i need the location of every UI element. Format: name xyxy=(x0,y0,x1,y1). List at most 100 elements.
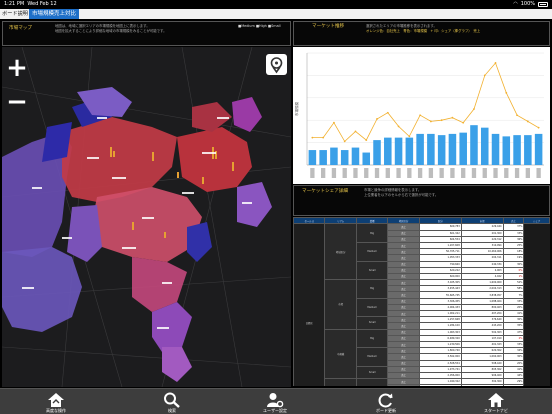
group-cell: 地域区分 xyxy=(324,223,357,281)
size-cell: Small xyxy=(355,260,389,281)
chart-line-point xyxy=(311,136,314,139)
table-row[interactable]: 売上 55,665,745 3,838,057 7% xyxy=(294,291,550,299)
tab-user-settings[interactable]: ユーザー設定 xyxy=(230,389,320,414)
chart-tick-label xyxy=(461,168,466,178)
location-pin-icon xyxy=(270,57,283,74)
bottom-tab-bar: 高度な操作 検索 ユーザー設定 ボード更新 xyxy=(0,388,552,414)
tab-start-navi[interactable]: スタートナビ xyxy=(451,389,541,414)
location-search-button[interactable] xyxy=(266,54,287,75)
table-header-row: セールス リアム 業種 地区区分 区分 市場 売上 シェア xyxy=(293,217,550,225)
tab-board-refresh[interactable]: ボード更新 xyxy=(341,389,431,414)
region-central-red xyxy=(62,117,177,202)
chart-line-point xyxy=(386,111,389,114)
table-row[interactable]: 売上 1,230,506 401,323 33% xyxy=(294,340,550,349)
tab-advanced-operation[interactable]: 高度な操作 xyxy=(11,389,101,414)
map-panel-header: 市場マップ 地図は、地域に選択エリアの市場規模を地図上に表示します。 地図を拡大… xyxy=(2,21,291,46)
chart-tick-label xyxy=(310,168,315,178)
table-row[interactable]: Medium 売上 3,306,455 1,088,404 33% xyxy=(294,297,550,318)
chart-line-point xyxy=(354,130,357,133)
table-row[interactable]: Small 売上 790,660 240,334 30% xyxy=(294,260,550,281)
chart-line-point xyxy=(408,135,411,138)
region-central-pink xyxy=(92,187,202,262)
user-settings-icon xyxy=(267,393,284,408)
market-trend-chart: 市場規模 xyxy=(293,47,550,184)
map-legend: ■Medium ■High ■Small xyxy=(238,24,281,28)
map-canvas xyxy=(2,47,291,387)
tab-market-size-vs-sales[interactable]: 市場規模売上対比 xyxy=(29,9,80,19)
market-map[interactable]: + − xyxy=(2,47,291,387)
chart-tick-label xyxy=(525,168,530,178)
size-cell: Big xyxy=(355,279,389,299)
table-header-cell[interactable]: 市場 xyxy=(460,217,504,225)
chart-bar xyxy=(362,152,371,165)
home-up-icon xyxy=(48,393,64,407)
size-cell: Big xyxy=(355,378,389,386)
board-description-button[interactable]: ボード説明 xyxy=(2,11,28,17)
chart-bar xyxy=(351,147,360,165)
home-icon xyxy=(488,393,504,407)
table-row[interactable]: 売上 3,562,000 1,060,003 30% xyxy=(294,353,550,361)
map-panel-desc-1: 地図は、地域に選択エリアの市場規模を地図上に表示します。 xyxy=(55,24,150,28)
chart-tick-label xyxy=(493,168,498,178)
region-northeast-red xyxy=(177,127,252,192)
table-header-cell[interactable]: 売上 xyxy=(502,217,525,225)
region-east-small xyxy=(232,97,262,132)
metric-cell: 売上 xyxy=(387,384,420,386)
chart-bar xyxy=(330,147,338,165)
chart-tick-label xyxy=(331,168,337,178)
region-northwest xyxy=(77,87,132,117)
chart-line-point xyxy=(451,116,454,119)
region-east xyxy=(237,182,272,227)
chart-line-point xyxy=(333,121,335,124)
tab-search[interactable]: 検索 xyxy=(127,389,217,414)
chart-tick-label xyxy=(439,168,444,178)
chart-tick-label xyxy=(342,168,347,178)
trend-panel-header: マーケット推移 選択されたエリアの市場推移を表示されます。 オレンジ色：自社売上… xyxy=(293,21,550,46)
table-header-cell[interactable]: シェア xyxy=(523,217,550,225)
size-cell: Big xyxy=(355,223,389,243)
trend-panel-desc-2: オレンジ色：自社売上 青色：市場規模 + 印：シェア（棒グラフ） 売上 xyxy=(366,28,481,33)
size-cell: Big xyxy=(355,328,389,349)
table-row[interactable]: Medium 売上 1,207,608 310,994 25% xyxy=(294,241,550,262)
table-header-cell[interactable]: 地区区分 xyxy=(387,217,420,225)
share-panel-desc-2: 上位業者を以下のセルから右で選択が可能です。 xyxy=(364,192,439,197)
chart-tick-label xyxy=(514,168,520,178)
sales-value-cell: 2,101,333 xyxy=(460,384,504,386)
region-cell: 日経区 xyxy=(293,223,326,386)
table-row[interactable]: 売上 56,705,711 10,260,006 18% xyxy=(294,248,550,256)
chart-tick-label xyxy=(536,168,541,178)
share-detail-table[interactable]: セールス リアム 業種 地区区分 区分 市場 売上 シェア 日経区 地域区分 Big 売上 609,78… xyxy=(293,217,550,386)
wifi-icon: ◠ xyxy=(513,1,518,7)
chart-bar xyxy=(448,133,457,165)
chart-line-point xyxy=(483,74,486,77)
tab-label: 高度な操作 xyxy=(46,408,66,413)
table-row[interactable]: 日経区 地域区分 Big 売上 609,783 229,444 37% xyxy=(293,223,550,386)
region-peninsula-tip xyxy=(162,347,192,382)
chart-tick-label xyxy=(396,168,401,178)
zoom-out-button[interactable]: − xyxy=(6,87,28,117)
trend-panel-desc-1: 選択されたエリアの市場推移を表示されます。 xyxy=(366,24,437,28)
chart-line-point xyxy=(343,140,346,143)
group-cell: 超大規模 xyxy=(324,378,357,386)
chart-bar xyxy=(405,137,414,165)
zoom-in-button[interactable]: + xyxy=(6,53,28,83)
chart-tick-label xyxy=(471,168,477,178)
table-row[interactable]: 市場 Big 売上 3,025,305 1,600,000 52% xyxy=(294,279,550,330)
region-blue-west xyxy=(42,122,72,162)
chart-bar xyxy=(373,140,381,165)
chart-tick-label xyxy=(353,168,358,178)
chart-tick-label xyxy=(504,168,509,178)
chart-bar xyxy=(480,127,489,165)
size-cell: Medium xyxy=(355,297,389,318)
chart-tick-label xyxy=(407,168,412,178)
chart-ylabel: 市場規模 xyxy=(294,102,299,116)
table-row[interactable]: 売上 600,000 4,022 1% xyxy=(294,272,550,281)
refresh-icon xyxy=(378,393,393,408)
tab-label: スタートナビ xyxy=(484,408,508,413)
chart-bar xyxy=(340,150,349,165)
region-peninsula xyxy=(152,302,192,352)
market-value-cell: 4,776,660 xyxy=(418,384,462,386)
status-time-date: 1:21 PM Wed Feb 12 xyxy=(4,1,57,7)
region-south-pink xyxy=(132,257,187,312)
